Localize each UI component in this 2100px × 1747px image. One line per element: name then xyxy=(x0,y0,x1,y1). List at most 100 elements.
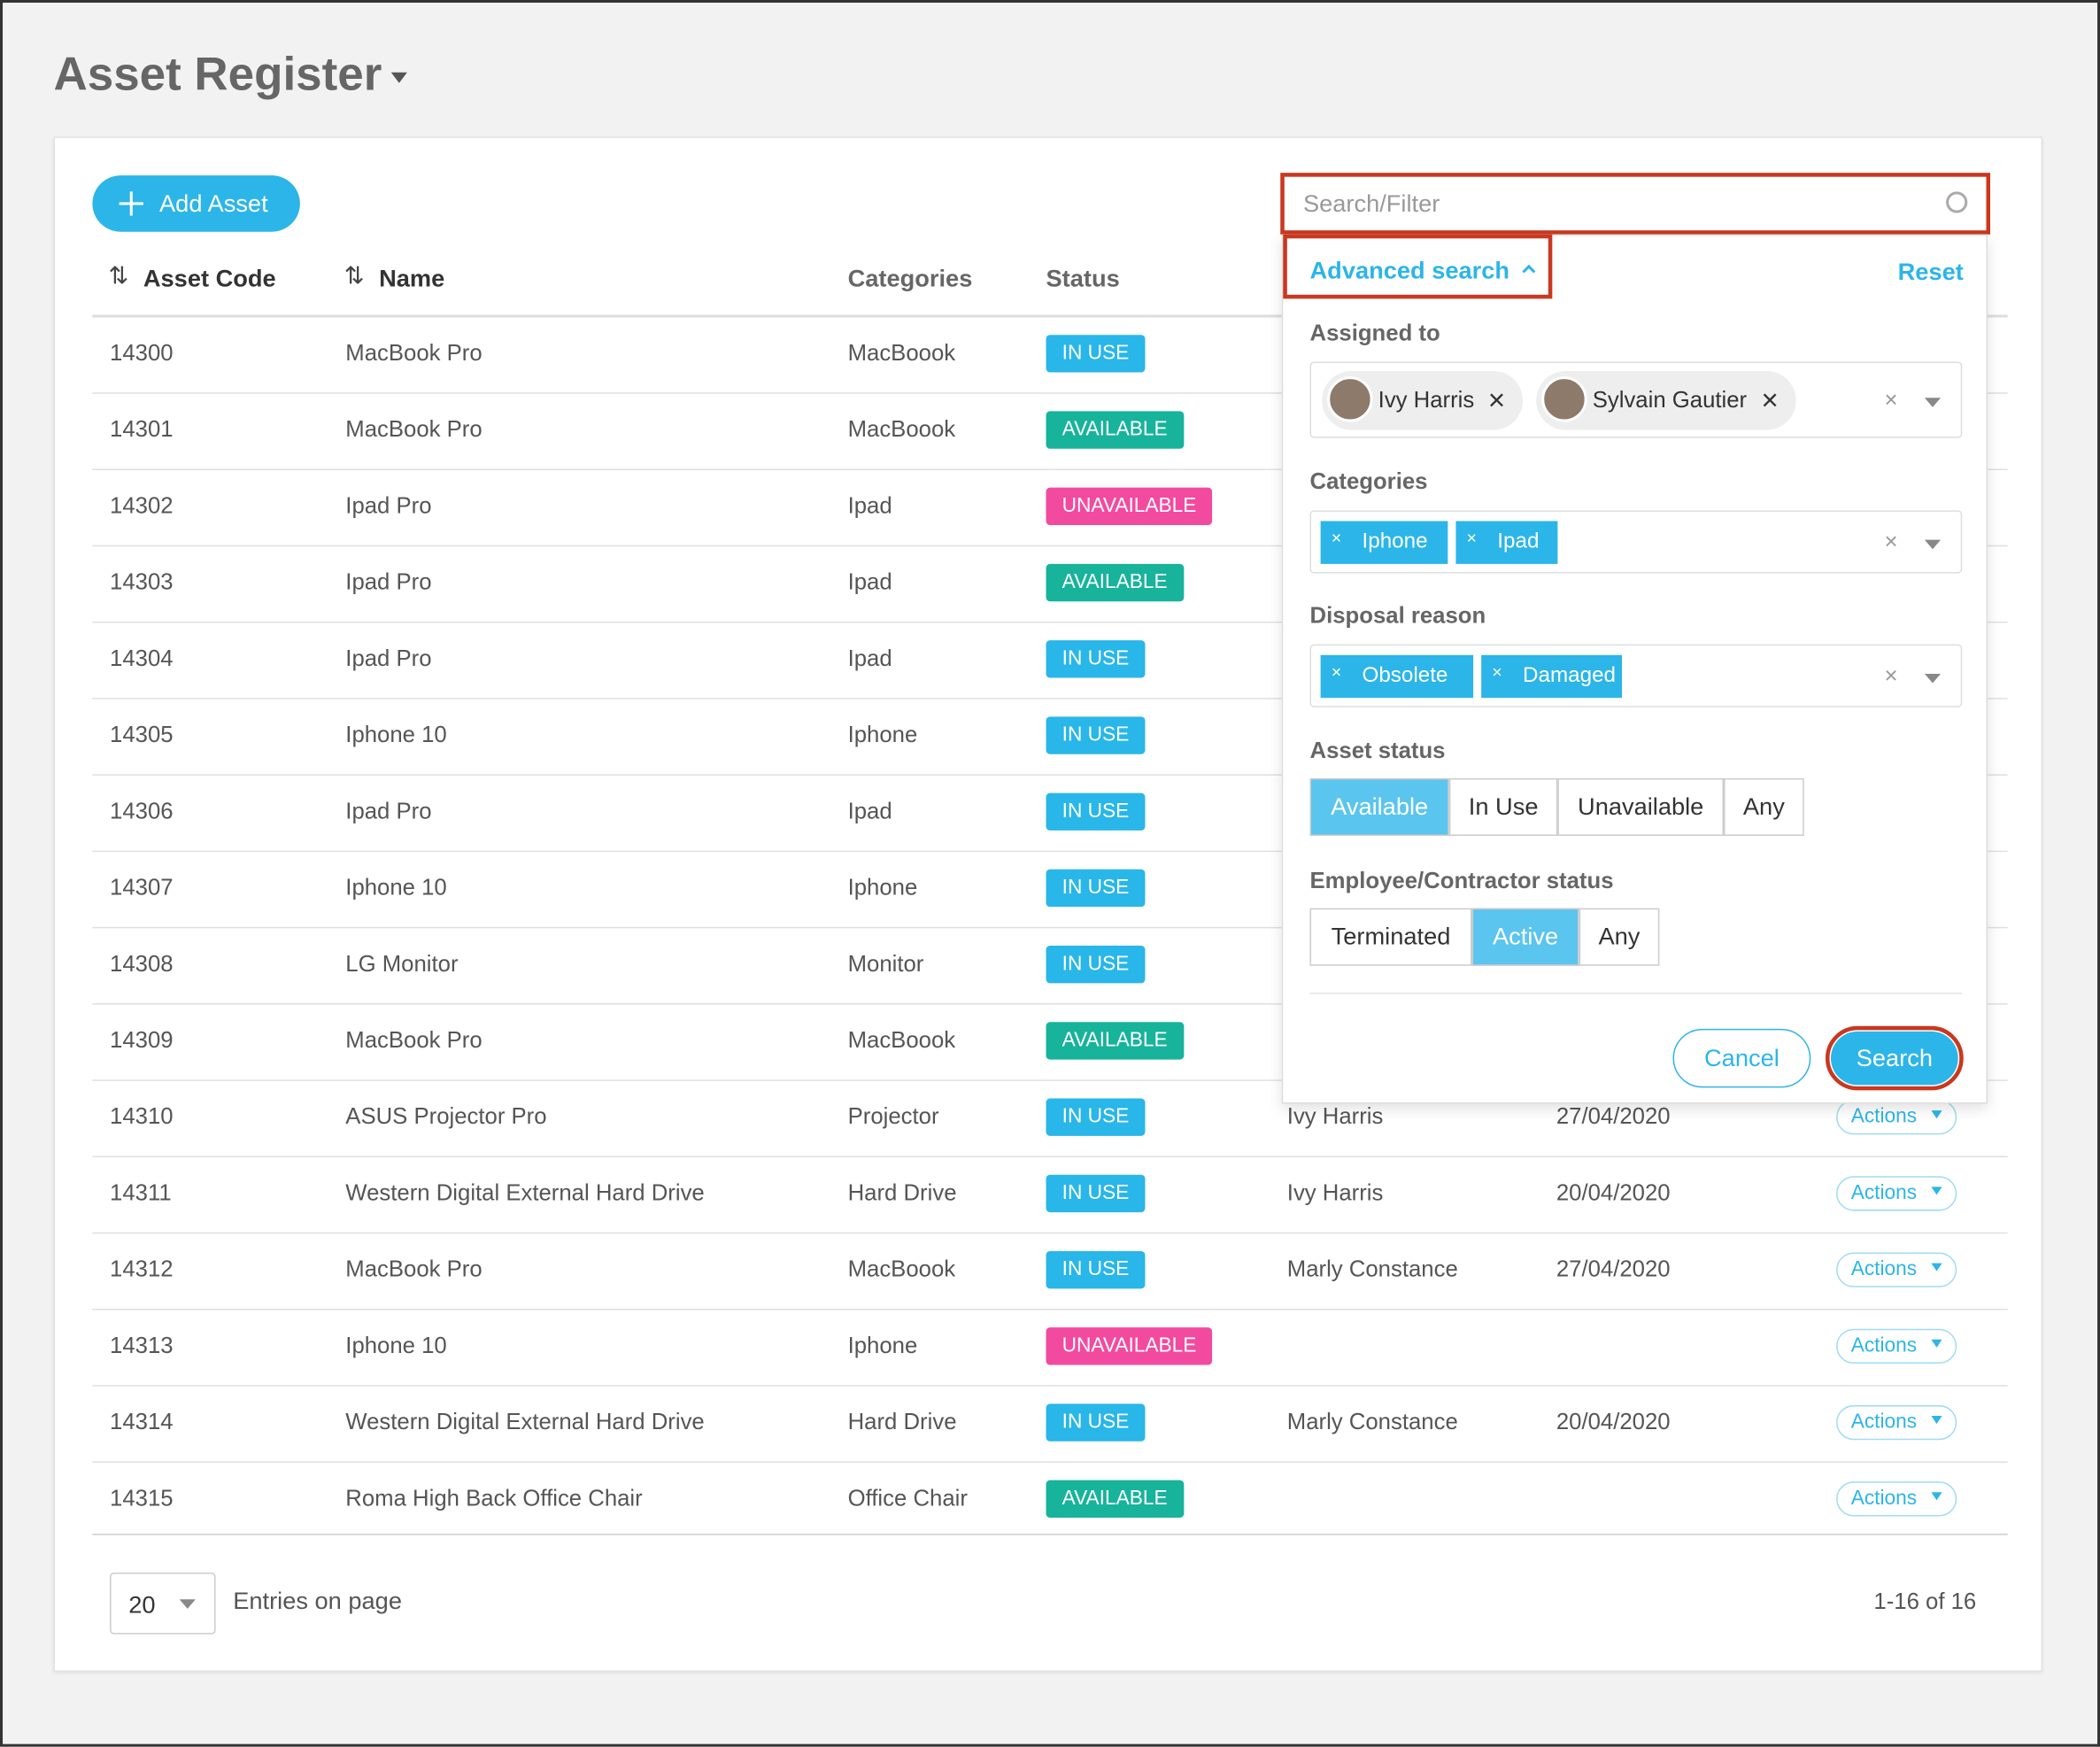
sort-icon: ⇅ xyxy=(344,262,365,290)
assigned-to: Ivy Harris xyxy=(1286,1103,1384,1130)
search-button-outline: Search xyxy=(1825,1025,1964,1091)
asset-category: MacBoook xyxy=(847,340,956,366)
field-label: Assigned to xyxy=(1309,320,1440,346)
asset-name: Iphone 10 xyxy=(345,1333,447,1358)
reset-link[interactable]: Reset xyxy=(1897,258,1964,286)
segment-button[interactable]: In Use xyxy=(1448,777,1558,836)
table-bottom-line xyxy=(92,1534,2008,1535)
asset-name: Western Digital External Hard Drive xyxy=(345,1179,705,1206)
add-asset-label: Add Asset xyxy=(159,189,268,218)
cancel-button[interactable]: Cancel xyxy=(1672,1028,1811,1088)
asset-name: MacBook Pro xyxy=(345,340,483,366)
assignee-chip[interactable]: Sylvain Gautier × xyxy=(1536,371,1796,430)
column-header[interactable]: Name xyxy=(379,265,445,292)
status-label: UNAVAILABLE xyxy=(1062,494,1197,517)
actions-button[interactable]: Actions xyxy=(1836,1328,1957,1364)
row-line xyxy=(92,621,2008,623)
asset-category: Ipad xyxy=(847,798,892,824)
actions-caret xyxy=(1931,1263,1942,1272)
asset-category: Hard Drive xyxy=(847,1179,957,1206)
asset-category: Iphone xyxy=(847,874,918,901)
asset-category: Ipad xyxy=(847,568,892,595)
tag-remove: × xyxy=(1331,661,1342,683)
actions-label: Actions xyxy=(1850,1257,1918,1281)
actions-button[interactable]: Actions xyxy=(1836,1100,1957,1135)
add-asset-button[interactable]: Add Asset xyxy=(92,175,300,232)
advanced-search-label: Advanced search xyxy=(1309,257,1510,284)
status-label: IN USE xyxy=(1062,1105,1130,1128)
actions-button[interactable]: Actions xyxy=(1836,1404,1957,1441)
advanced-search-toggle[interactable]: Advanced search xyxy=(1283,234,1553,299)
status-label: IN USE xyxy=(1062,1257,1130,1281)
advanced-search-panel: Advanced search Reset Assigned to × Ivy Harr… xyxy=(1281,234,1988,1104)
tag[interactable]: × Iphone xyxy=(1320,521,1448,564)
row-line xyxy=(92,1385,2008,1387)
row-line xyxy=(92,545,2008,547)
segment-button[interactable]: Any xyxy=(1579,908,1660,966)
actions-button[interactable]: Actions xyxy=(1836,1481,1957,1517)
remove-icon: × xyxy=(1761,383,1779,417)
status-label: IN USE xyxy=(1062,876,1130,900)
tag[interactable]: × Obsolete xyxy=(1320,654,1474,699)
segment-button[interactable]: Active xyxy=(1471,908,1579,966)
select-caret xyxy=(1924,673,1942,683)
segment-button[interactable]: Terminated xyxy=(1309,908,1472,966)
search-button[interactable]: Search xyxy=(1830,1031,1958,1086)
status-badge: UNAVAILABLE xyxy=(1046,1327,1213,1365)
avatar xyxy=(1541,376,1587,422)
header-line xyxy=(92,314,2008,318)
row-line xyxy=(92,1461,2008,1463)
actions-button[interactable]: Actions xyxy=(1836,1176,1957,1211)
column-header[interactable]: Asset Code xyxy=(143,265,276,292)
clear-icon: × xyxy=(1884,386,1898,413)
assigned-date: 27/04/2020 xyxy=(1556,1103,1671,1130)
clear-icon: × xyxy=(1884,528,1898,554)
actions-label: Actions xyxy=(1850,1410,1918,1434)
segment-label: Terminated xyxy=(1331,923,1451,950)
status-badge: IN USE xyxy=(1046,1403,1146,1442)
segment-button[interactable]: Available xyxy=(1309,777,1449,836)
asset-name: Roma High Back Office Chair xyxy=(345,1485,643,1511)
status-badge: IN USE xyxy=(1046,946,1146,984)
row-line xyxy=(92,1003,2008,1005)
multi-select[interactable]: × × Obsolete × Damaged xyxy=(1309,644,1963,707)
row-line xyxy=(92,1079,2008,1081)
asset-category: MacBoook xyxy=(847,1256,956,1282)
asset-name: Ipad Pro xyxy=(345,568,432,595)
status-label: IN USE xyxy=(1062,341,1130,365)
chevron-up xyxy=(1522,264,1536,278)
divider xyxy=(1309,992,1963,994)
select-caret xyxy=(179,1599,196,1609)
segment-button[interactable]: Any xyxy=(1723,777,1804,836)
status-badge: UNAVAILABLE xyxy=(1046,487,1213,526)
asset-name: Western Digital External Hard Drive xyxy=(345,1409,705,1435)
assignee-chip[interactable]: Ivy Harris × xyxy=(1322,371,1524,430)
status-badge: IN USE xyxy=(1046,1098,1146,1136)
select-caret xyxy=(1924,538,1942,549)
row-line xyxy=(92,774,2008,776)
multi-select[interactable]: × Ivy Harris × Sylvain Gautier × xyxy=(1309,361,1963,438)
tag[interactable]: × Ipad xyxy=(1455,521,1558,564)
status-badge: IN USE xyxy=(1046,1250,1146,1289)
sort-icon: ⇅ xyxy=(108,262,129,290)
actions-label: Actions xyxy=(1850,1181,1918,1205)
search-input[interactable]: Search/Filter xyxy=(1280,173,1991,235)
asset-name: Iphone 10 xyxy=(345,722,447,748)
multi-select[interactable]: × × Iphone × Ipad xyxy=(1309,510,1963,574)
per-page-select[interactable]: 20 xyxy=(110,1573,216,1635)
title-caret[interactable] xyxy=(390,72,407,83)
row-line xyxy=(92,926,2008,929)
status-badge: IN USE xyxy=(1046,716,1146,754)
tag-remove: × xyxy=(1492,661,1502,683)
asset-category: MacBoook xyxy=(847,416,956,443)
segment-button[interactable]: Unavailable xyxy=(1557,777,1724,836)
asset-category: Projector xyxy=(847,1103,939,1130)
row-line xyxy=(92,850,2008,853)
tag-label: Obsolete xyxy=(1362,664,1448,688)
status-badge: IN USE xyxy=(1046,640,1146,678)
asset-name: LG Monitor xyxy=(345,951,459,977)
asset-category: Iphone xyxy=(847,722,918,748)
actions-button[interactable]: Actions xyxy=(1836,1252,1957,1287)
tag[interactable]: × Damaged xyxy=(1481,654,1622,699)
status-label: IN USE xyxy=(1062,952,1130,976)
